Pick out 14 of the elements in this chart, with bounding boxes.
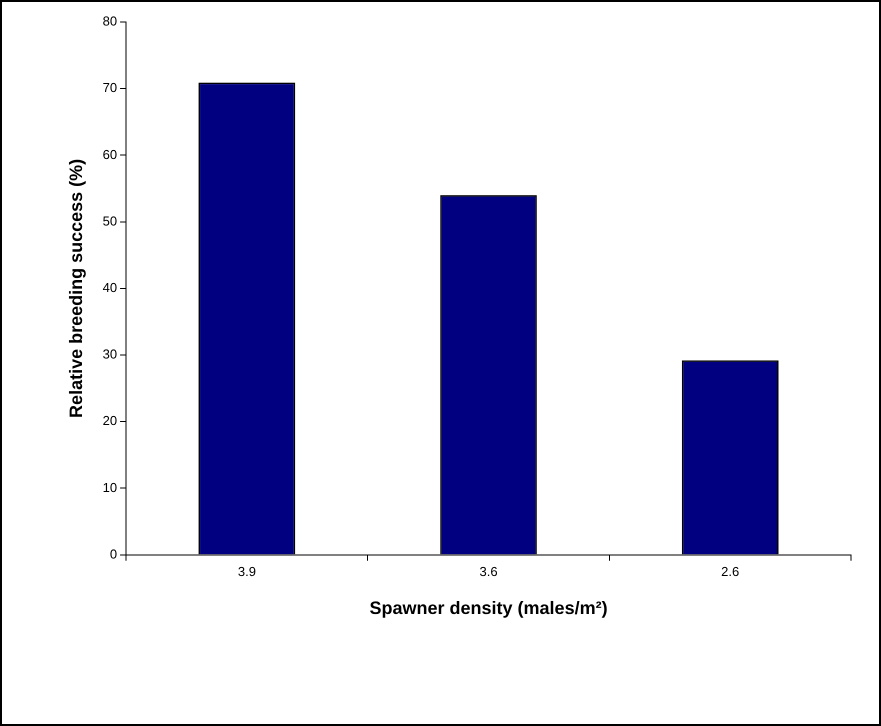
y-tick-label: 20 — [102, 413, 118, 428]
y-tick-label: 40 — [102, 280, 118, 295]
x-tick-label: 3.6 — [479, 564, 498, 580]
y-tick-label: 70 — [102, 80, 118, 96]
y-tick-label: 50 — [102, 213, 118, 228]
x-axis-title: Spawner density (males/m²) — [369, 598, 608, 618]
y-tick-label: 60 — [102, 146, 118, 162]
y-tick-label: 80 — [102, 14, 118, 29]
y-axis-title: Relative breeding success (%) — [66, 158, 86, 418]
y-tick-label: 10 — [102, 480, 118, 495]
y-tick-label: 0 — [110, 546, 118, 562]
x-tick-label: 3.9 — [238, 564, 256, 580]
x-tick-label: 2.6 — [721, 564, 740, 580]
y-tick-label: 30 — [102, 346, 118, 362]
